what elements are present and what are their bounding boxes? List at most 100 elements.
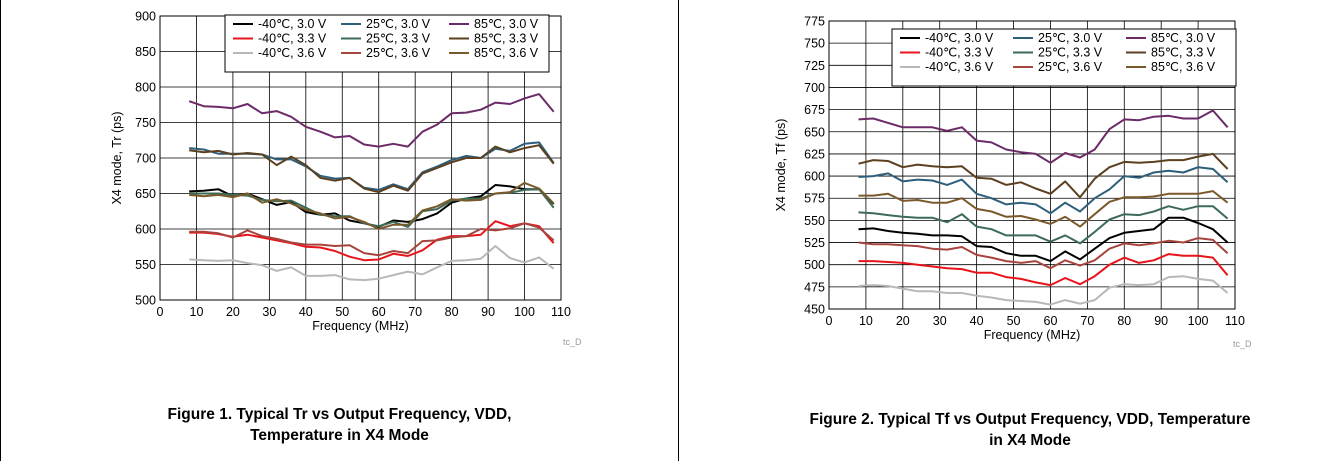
fig1-x-tick-label: 30 bbox=[262, 305, 276, 319]
fig1-y-axis-label: X4 mode, Tr (ps) bbox=[110, 111, 124, 204]
fig1-legend-label-6: -40℃, 3.6 V bbox=[258, 46, 327, 60]
fig1-y-tick-label: 850 bbox=[135, 45, 156, 59]
fig1-y-tick-label: 800 bbox=[135, 81, 156, 95]
fig2-series-line-7 bbox=[858, 237, 1229, 270]
fig2-y-tick-label: 675 bbox=[804, 103, 825, 117]
fig2-series-line-0 bbox=[858, 216, 1229, 263]
fig1-series-line-3 bbox=[189, 220, 555, 262]
fig2-x-tick-label: 40 bbox=[970, 314, 984, 328]
fig2-legend-label-6: -40℃, 3.6 V bbox=[925, 60, 994, 74]
fig1-legend-label-4: 25℃, 3.3 V bbox=[366, 32, 431, 46]
fig1-x-tick-label: 100 bbox=[514, 305, 535, 319]
fig2-series-group bbox=[858, 109, 1229, 306]
fig2-y-tick-label: 625 bbox=[804, 147, 825, 161]
figure-1-chart: 0 10 20 30 40 50 60 70 80 90 100 110 500 550 600 650 700… bbox=[0, 0, 679, 380]
fig2-y-tick-label: 650 bbox=[804, 125, 825, 139]
fig2-y-tick-label: 775 bbox=[804, 15, 825, 29]
fig1-series-line-6 bbox=[189, 245, 555, 282]
fig2-legend-label-0: -40℃, 3.0 V bbox=[925, 31, 994, 45]
figure-2-chart: 0 10 20 30 40 50 60 70 80 90 100 110 450 475 500 525 550… bbox=[680, 0, 1338, 380]
fig2-series-line-5 bbox=[858, 152, 1229, 199]
fig2-x-tick-label: 60 bbox=[1044, 314, 1058, 328]
fig2-legend-label-7: 25℃, 3.6 V bbox=[1038, 60, 1103, 74]
fig2-plot-border bbox=[828, 20, 1236, 310]
figure-2-caption: Figure 2. Typical Tf vs Output Frequency… bbox=[680, 409, 1338, 451]
fig2-y-tick-label: 500 bbox=[804, 258, 825, 272]
fig2-watermark: tc_D bbox=[1233, 339, 1252, 349]
fig2-legend-label-5: 85℃, 3.3 V bbox=[1151, 46, 1216, 60]
fig1-x-tick-label: 40 bbox=[299, 305, 313, 319]
fig2-y-tick-label: 575 bbox=[804, 192, 825, 206]
fig1-x-axis-label: Frequency (MHz) bbox=[312, 319, 409, 333]
fig2-legend-label-4: 25℃, 3.3 V bbox=[1038, 46, 1103, 60]
fig1-legend-label-1: 25℃, 3.0 V bbox=[366, 17, 431, 31]
fig1-x-tick-label: 10 bbox=[190, 305, 204, 319]
fig2-legend-label-8: 85℃, 3.6 V bbox=[1151, 60, 1216, 74]
fig1-legend-label-7: 25℃, 3.6 V bbox=[366, 46, 431, 60]
fig2-series-line-8 bbox=[858, 190, 1229, 228]
fig2-x-tick-label: 0 bbox=[826, 314, 833, 328]
fig2-x-tick-label: 50 bbox=[1007, 314, 1021, 328]
fig2-y-tick-label: 525 bbox=[804, 236, 825, 250]
fig1-x-tick-label: 50 bbox=[335, 305, 349, 319]
fig1-x-tick-label: 0 bbox=[157, 305, 164, 319]
fig2-series-line-4 bbox=[858, 205, 1229, 245]
fig1-y-tick-label: 750 bbox=[135, 116, 156, 130]
fig1-legend-label-2: 85℃, 3.0 V bbox=[474, 17, 539, 31]
fig2-legend-label-1: 25℃, 3.0 V bbox=[1038, 31, 1103, 45]
fig1-x-tick-label: 90 bbox=[481, 305, 495, 319]
fig1-y-tick-label: 900 bbox=[135, 10, 156, 24]
fig2-series-line-6 bbox=[858, 275, 1229, 306]
fig1-y-tick-label: 600 bbox=[135, 223, 156, 237]
fig1-series-line-7 bbox=[189, 222, 555, 257]
fig1-x-tick-label: 20 bbox=[226, 305, 240, 319]
fig1-x-tick-label: 70 bbox=[408, 305, 422, 319]
fig1-series-line-2 bbox=[188, 93, 555, 148]
fig2-x-tick-label: 100 bbox=[1188, 314, 1209, 328]
fig1-legend-box bbox=[224, 14, 550, 73]
figure-2-caption-line2: in X4 Mode bbox=[989, 432, 1071, 449]
fig2-legend-label-3: -40℃, 3.3 V bbox=[925, 46, 994, 60]
fig1-y-tick-label: 500 bbox=[135, 294, 156, 308]
figure-2-caption-line1: Figure 2. Typical Tf vs Output Frequency… bbox=[809, 411, 1251, 428]
fig1-x-tick-label: 80 bbox=[445, 305, 459, 319]
fig1-series-line-1 bbox=[189, 141, 555, 191]
figure-1-caption: Figure 1. Typical Tr vs Output Frequency… bbox=[0, 404, 679, 446]
fig2-y-axis-label: X4 mode, Tf (ps) bbox=[774, 119, 788, 212]
fig2-x-tick-label: 30 bbox=[933, 314, 947, 328]
fig1-y-tick-label: 550 bbox=[135, 258, 156, 272]
fig1-series-line-5 bbox=[189, 144, 555, 194]
fig2-x-tick-label: 10 bbox=[859, 314, 873, 328]
figure-2-svg: 0 10 20 30 40 50 60 70 80 90 100 110 450 475 500 525 550… bbox=[774, 15, 1252, 350]
fig2-x-tick-label: 110 bbox=[1225, 314, 1245, 328]
fig2-series-line-3 bbox=[858, 253, 1229, 287]
figure-1-caption-line2: Temperature in X4 Mode bbox=[250, 427, 429, 444]
figure-1-frame bbox=[0, 0, 679, 461]
fig1-x-tick-label: 60 bbox=[372, 305, 386, 319]
fig1-legend-label-8: 85℃, 3.6 V bbox=[474, 46, 539, 60]
fig1-legend-label-5: 85℃, 3.3 V bbox=[474, 32, 539, 46]
fig2-x-tick-label: 70 bbox=[1080, 314, 1094, 328]
fig2-y-tick-label: 700 bbox=[804, 81, 825, 95]
figure-1-svg: 0 10 20 30 40 50 60 70 80 90 100 110 500 550 600 650 700… bbox=[110, 10, 582, 348]
fig2-legend-label-2: 85℃, 3.0 V bbox=[1151, 31, 1216, 45]
fig2-x-axis-label: Frequency (MHz) bbox=[984, 328, 1081, 342]
fig2-y-tick-label: 725 bbox=[804, 59, 825, 73]
fig1-legend-label-3: -40℃, 3.3 V bbox=[258, 32, 327, 46]
figure-1-caption-line1: Figure 1. Typical Tr vs Output Frequency… bbox=[167, 406, 512, 423]
fig1-legend-label-0: -40℃, 3.0 V bbox=[258, 17, 327, 31]
fig2-legend-box bbox=[891, 28, 1237, 87]
fig1-watermark: tc_D bbox=[563, 337, 582, 347]
fig2-x-tick-label: 90 bbox=[1154, 314, 1168, 328]
fig2-y-tick-label: 600 bbox=[804, 170, 825, 184]
fig2-series-line-1 bbox=[858, 166, 1229, 215]
fig2-x-tick-label: 80 bbox=[1117, 314, 1131, 328]
fig1-series-line-8 bbox=[189, 181, 555, 230]
fig2-series-line-2 bbox=[858, 109, 1229, 164]
fig1-y-tick-label: 700 bbox=[135, 152, 156, 166]
fig2-y-tick-label: 450 bbox=[804, 303, 825, 317]
fig2-y-tick-label: 550 bbox=[804, 214, 825, 228]
fig1-y-tick-label: 650 bbox=[135, 187, 156, 201]
fig1-series-group bbox=[188, 93, 555, 282]
fig2-x-tick-label: 20 bbox=[896, 314, 910, 328]
